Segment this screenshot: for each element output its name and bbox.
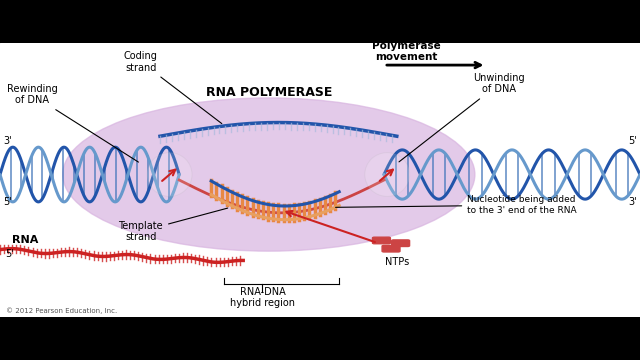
Ellipse shape	[147, 153, 192, 197]
Text: 5': 5'	[628, 136, 637, 147]
Text: NTPs: NTPs	[385, 257, 409, 267]
FancyBboxPatch shape	[392, 240, 410, 247]
Text: RNA POLYMERASE: RNA POLYMERASE	[205, 86, 332, 99]
Text: 3': 3'	[628, 197, 637, 207]
Text: Template
strand: Template strand	[118, 208, 228, 242]
Text: RNA: RNA	[12, 235, 39, 245]
Text: Rewinding
of DNA: Rewinding of DNA	[6, 84, 138, 162]
Ellipse shape	[63, 98, 475, 251]
Text: RNA-DNA
hybrid region: RNA-DNA hybrid region	[230, 287, 295, 309]
Text: 3': 3'	[3, 136, 12, 147]
Text: 5': 5'	[5, 249, 14, 259]
Text: Nucleotide being added
to the 3' end of the RNA: Nucleotide being added to the 3' end of …	[335, 195, 577, 215]
FancyBboxPatch shape	[372, 237, 390, 244]
Text: © 2012 Pearson Education, Inc.: © 2012 Pearson Education, Inc.	[6, 307, 118, 314]
Text: Polymerase
movement: Polymerase movement	[372, 41, 441, 62]
Text: Coding
strand: Coding strand	[124, 51, 222, 123]
FancyBboxPatch shape	[382, 246, 400, 252]
Ellipse shape	[365, 153, 410, 197]
Text: 5': 5'	[3, 197, 12, 207]
Text: Unwinding
of DNA: Unwinding of DNA	[399, 73, 525, 162]
